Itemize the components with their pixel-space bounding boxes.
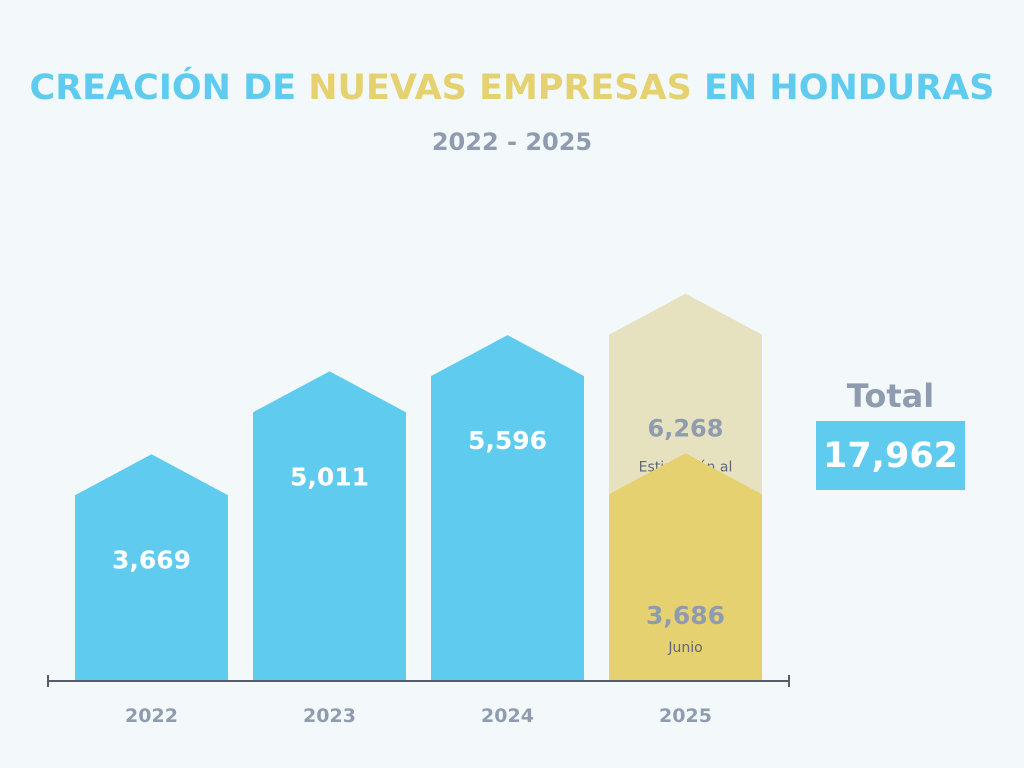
bar-value-label: 3,669 xyxy=(112,545,191,574)
title-part-1: CREACIÓN DE xyxy=(29,68,309,108)
bar-value-label: 5,596 xyxy=(468,426,547,455)
title-part-2: NUEVAS EMPRESAS xyxy=(308,68,692,108)
estimate-value-label: 6,268 xyxy=(648,415,724,443)
total-label: Total xyxy=(846,377,935,415)
x-tick-label: 2024 xyxy=(481,705,534,727)
bar-value-label: 3,686 xyxy=(646,601,725,630)
x-tick-label: 2023 xyxy=(303,705,356,727)
bar-2024 xyxy=(431,335,584,681)
chart-title: CREACIÓN DE NUEVAS EMPRESAS EN HONDURAS xyxy=(0,68,1024,108)
bar-2025 xyxy=(609,453,762,681)
title-part-3: EN HONDURAS xyxy=(691,68,995,108)
bar-note-label: Junio xyxy=(667,640,702,656)
chart-subtitle: 2022 - 2025 xyxy=(431,128,593,156)
x-tick-label: 2025 xyxy=(659,705,712,727)
bar-2022 xyxy=(75,454,228,681)
total-value-box: 17,962 xyxy=(816,421,965,490)
x-tick-label: 2022 xyxy=(125,705,178,727)
bar-2023 xyxy=(253,371,406,681)
bar-value-label: 5,011 xyxy=(290,462,369,491)
total-value: 17,962 xyxy=(822,435,959,476)
